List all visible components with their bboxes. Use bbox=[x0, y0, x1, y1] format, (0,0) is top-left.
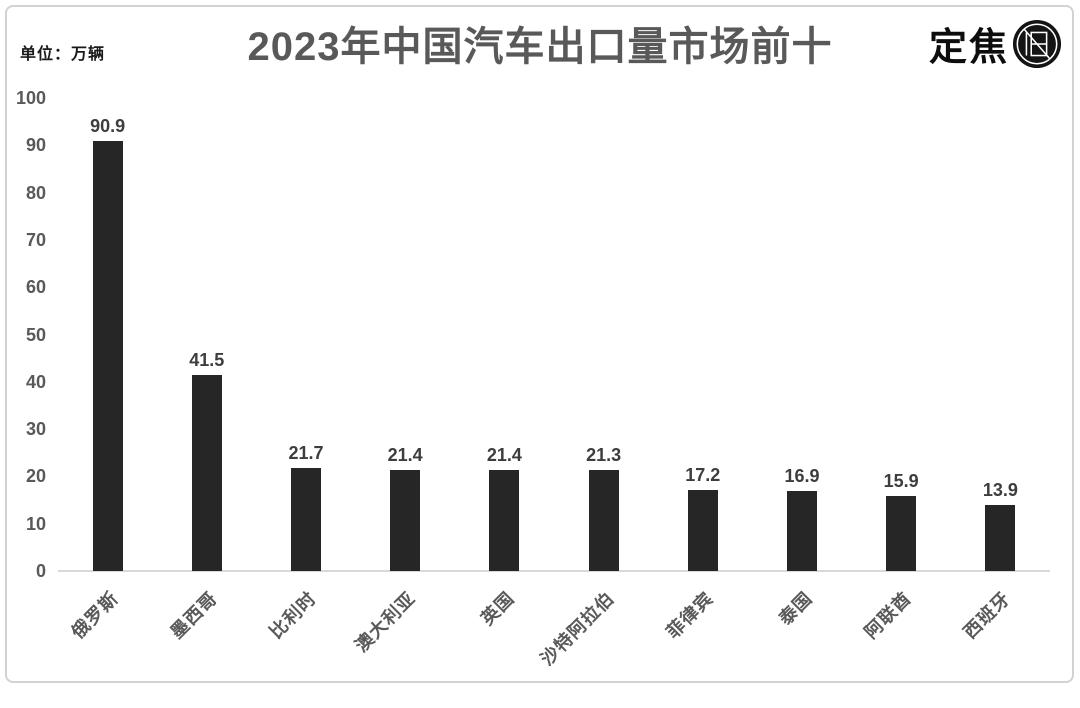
y-axis-tick-label: 50 bbox=[25, 324, 46, 345]
y-axis-tick-label: 20 bbox=[25, 466, 46, 487]
bar-value-label: 21.4 bbox=[387, 444, 423, 465]
y-axis-tick-label: 30 bbox=[25, 419, 46, 440]
bar bbox=[191, 374, 222, 571]
chart-canvas: 单位：万辆 2023年中国汽车出口量市场前十 定焦 0 10 20 30 40 50 60 7… bbox=[15, 16, 1062, 669]
bar-value-label: 41.5 bbox=[189, 349, 225, 370]
y-axis-tick-label: 60 bbox=[25, 277, 46, 298]
x-axis-baseline bbox=[58, 570, 1050, 572]
bar bbox=[489, 469, 520, 571]
y-axis-tick-label: 40 bbox=[25, 371, 46, 392]
y-axis-tick-label: 70 bbox=[25, 229, 46, 250]
y-axis-tick-label: 80 bbox=[25, 182, 46, 203]
bar bbox=[588, 470, 619, 571]
bar bbox=[390, 469, 421, 571]
bar-value-label: 21.4 bbox=[486, 444, 522, 465]
bar-value-label: 21.7 bbox=[288, 443, 324, 464]
bar-value-label: 90.9 bbox=[90, 116, 126, 137]
bar-value-label: 15.9 bbox=[883, 470, 919, 491]
lens-logo-icon bbox=[1012, 19, 1062, 69]
brand-name: 定焦 bbox=[928, 27, 1009, 69]
brand-logo: 定焦 bbox=[929, 16, 1062, 71]
y-axis-tick-label: 0 bbox=[35, 561, 46, 581]
bar-value-label: 21.3 bbox=[586, 445, 622, 466]
bar bbox=[985, 505, 1016, 571]
x-axis-category-label: 西班牙 bbox=[960, 588, 1015, 643]
y-axis-tick-label: 100 bbox=[15, 88, 46, 108]
bar-value-label: 13.9 bbox=[982, 480, 1018, 501]
bar-chart-plot-area: 0 10 20 30 40 50 60 70 80 90 100 90.9 俄罗斯 41.5 墨西哥 21.7… bbox=[15, 88, 1050, 669]
bar bbox=[291, 468, 321, 571]
bar-value-label: 17.2 bbox=[685, 464, 721, 485]
chart-title: 2023年中国汽车出口量市场前十 bbox=[247, 25, 833, 69]
bar bbox=[787, 491, 817, 571]
bar bbox=[687, 489, 718, 571]
y-axis-tick-label: 10 bbox=[25, 513, 46, 534]
unit-label: 单位：万辆 bbox=[20, 46, 106, 63]
y-axis-tick-label: 90 bbox=[25, 135, 46, 156]
bar bbox=[886, 495, 917, 571]
bar bbox=[92, 141, 123, 571]
bar-value-label: 16.9 bbox=[784, 466, 820, 487]
